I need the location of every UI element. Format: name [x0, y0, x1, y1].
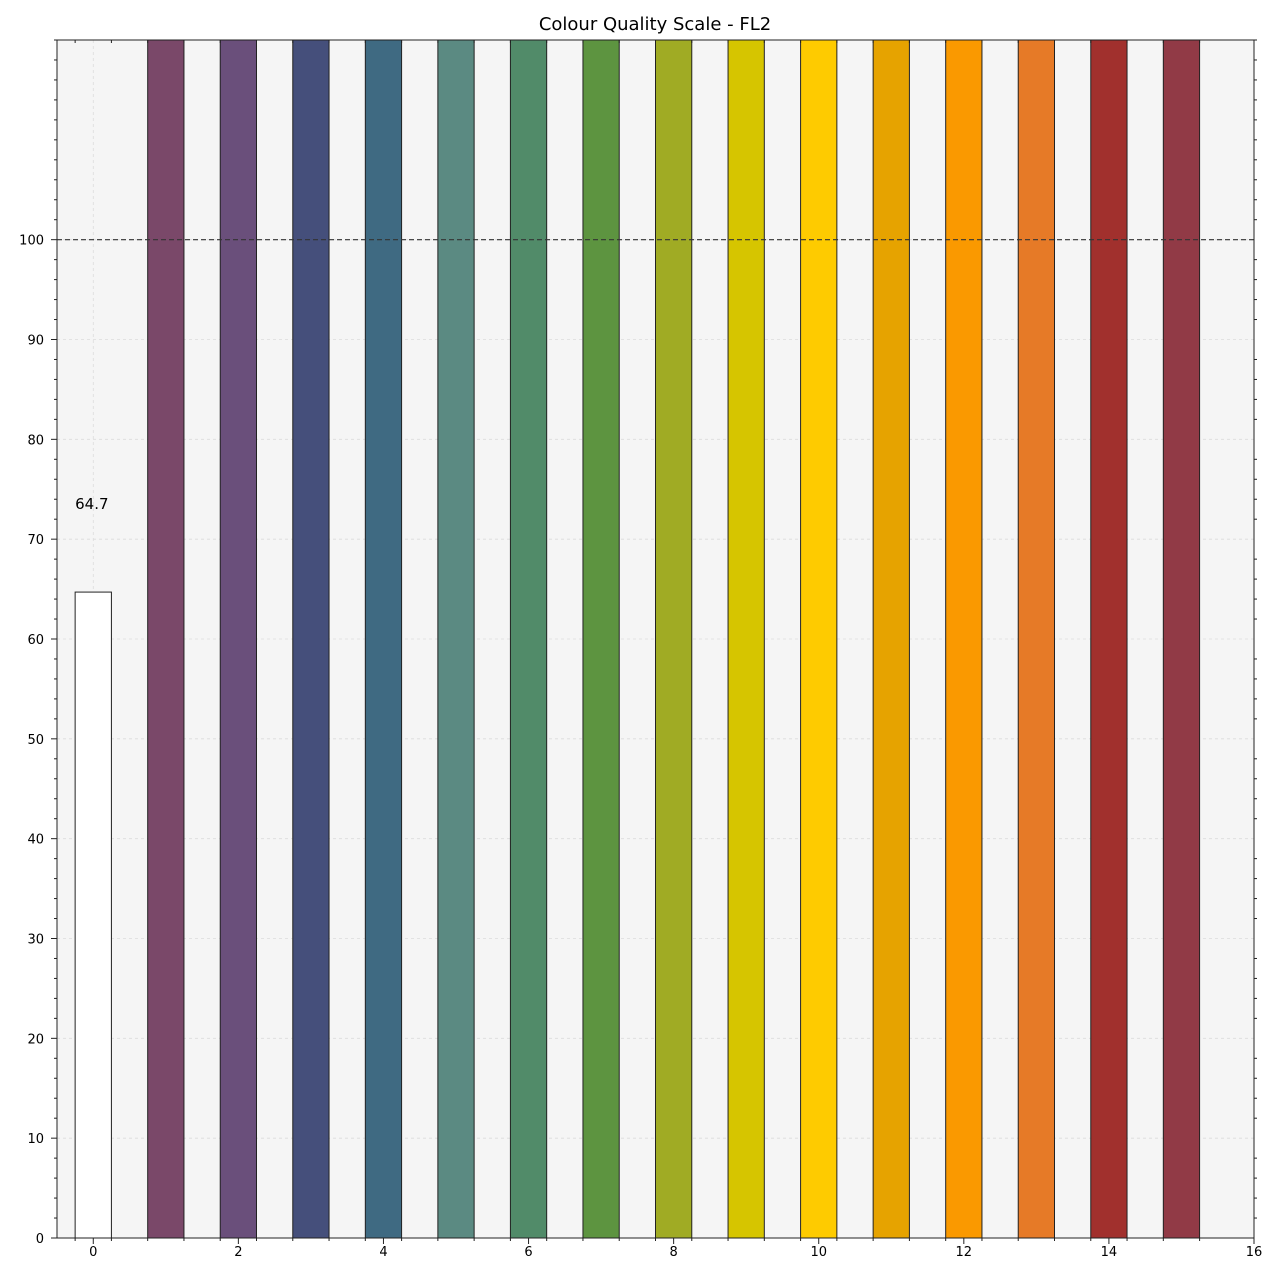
bar-15 [1162, 39, 1201, 1239]
y-tick-label: 90 [27, 334, 44, 349]
x-tick-label: 2 [234, 1245, 242, 1260]
x-tick-label: 8 [669, 1245, 677, 1260]
y-axis: 0 10 20 30 40 50 60 70 80 90 100 [19, 39, 1257, 1247]
x-tick-label: 6 [524, 1245, 532, 1260]
bar-7 [582, 39, 620, 1239]
bar-11 [872, 39, 910, 1239]
x-tick-label: 14 [1101, 1245, 1118, 1260]
bar-6 [509, 39, 548, 1239]
chart-title: Colour Quality Scale - FL2 [539, 14, 771, 35]
y-tick-label: 10 [27, 1132, 44, 1147]
y-tick-label: 70 [27, 533, 44, 548]
bar-1 [147, 39, 185, 1239]
bar-3 [292, 39, 330, 1239]
y-tick-label: 0 [36, 1232, 44, 1247]
bar-13 [1017, 39, 1056, 1239]
bar-2 [219, 39, 258, 1239]
x-tick-label: 16 [1246, 1245, 1263, 1260]
bar-12 [945, 39, 983, 1239]
bar-8 [655, 39, 693, 1239]
x-tick-label: 12 [956, 1245, 973, 1260]
x-axis: 0 2 4 6 8 10 12 14 16 [74, 40, 1263, 1260]
x-tick-label: 0 [89, 1245, 97, 1260]
y-tick-label: 100 [19, 234, 44, 249]
y-tick-label: 30 [27, 933, 44, 948]
bar-9 [727, 39, 765, 1239]
y-tick-label: 40 [27, 833, 44, 848]
x-tick-label: 4 [379, 1245, 387, 1260]
y-tick-label: 50 [27, 733, 44, 748]
y-tick-label: 60 [27, 633, 44, 648]
bar-14 [1090, 39, 1128, 1239]
bar-value-label: 64.7 [75, 495, 108, 513]
x-tick-label: 10 [810, 1245, 827, 1260]
bar-0 [74, 591, 112, 1239]
bar-10 [800, 39, 838, 1239]
bar-5 [437, 39, 475, 1239]
data-labels: 64.7 [75, 495, 108, 513]
y-tick-label: 80 [27, 433, 44, 448]
bar-4 [364, 39, 403, 1239]
y-tick-label: 20 [27, 1032, 44, 1047]
